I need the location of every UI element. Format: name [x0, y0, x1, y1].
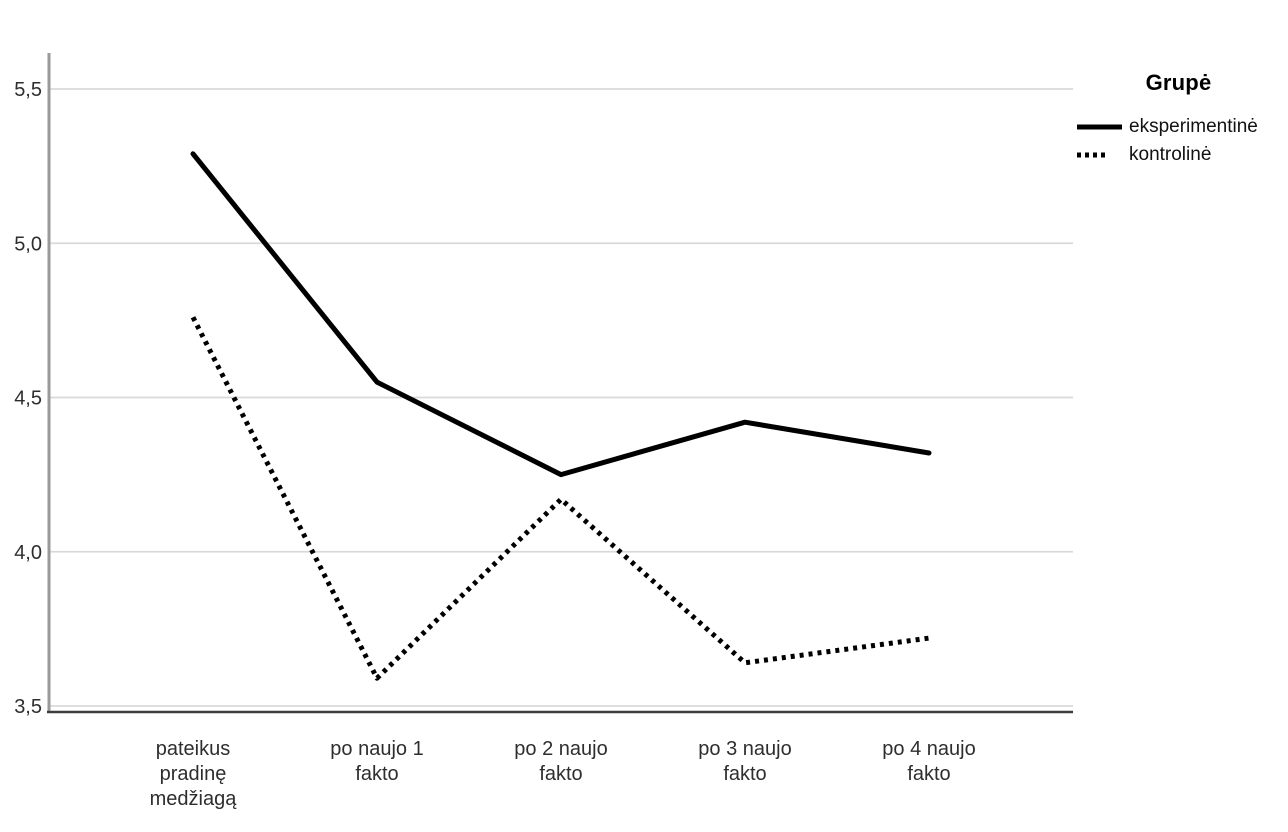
y-tick-label: 4,5: [14, 388, 42, 410]
legend-entry-label: eksperimentinė: [1129, 116, 1258, 137]
x-category-label: po 3 naujo fakto: [698, 738, 791, 785]
x-category-label: pateikus pradinę medžiagą: [150, 738, 238, 810]
x-category-label: po 2 naujo fakto: [514, 738, 607, 785]
legend-entry-label: kontrolinė: [1129, 144, 1212, 165]
legend-entries: eksperimentinė kontrolinė: [1076, 113, 1286, 169]
y-tick-label: 5,0: [14, 233, 42, 255]
series-line-kontroline: [190, 316, 930, 681]
y-tick-label: 4,0: [14, 542, 42, 564]
legend-swatch-solid-line-icon: [1077, 124, 1122, 130]
y-tick-label: 3,5: [14, 696, 42, 718]
legend-entry: eksperimentinė: [1076, 113, 1286, 141]
legend-title: Grupė: [1145, 70, 1212, 95]
series-line-eksperimentine: [190, 151, 932, 478]
y-tick-label: 5,5: [14, 79, 42, 101]
legend-swatch-dotted-line-icon: [1077, 152, 1109, 158]
x-category-label: po 4 naujo fakto: [882, 738, 975, 785]
x-category-label: po naujo 1 fakto: [330, 738, 423, 785]
legend: Grupė eksperimentinė kontrolinė: [1076, 70, 1286, 169]
legend-entry: kontrolinė: [1076, 141, 1286, 169]
